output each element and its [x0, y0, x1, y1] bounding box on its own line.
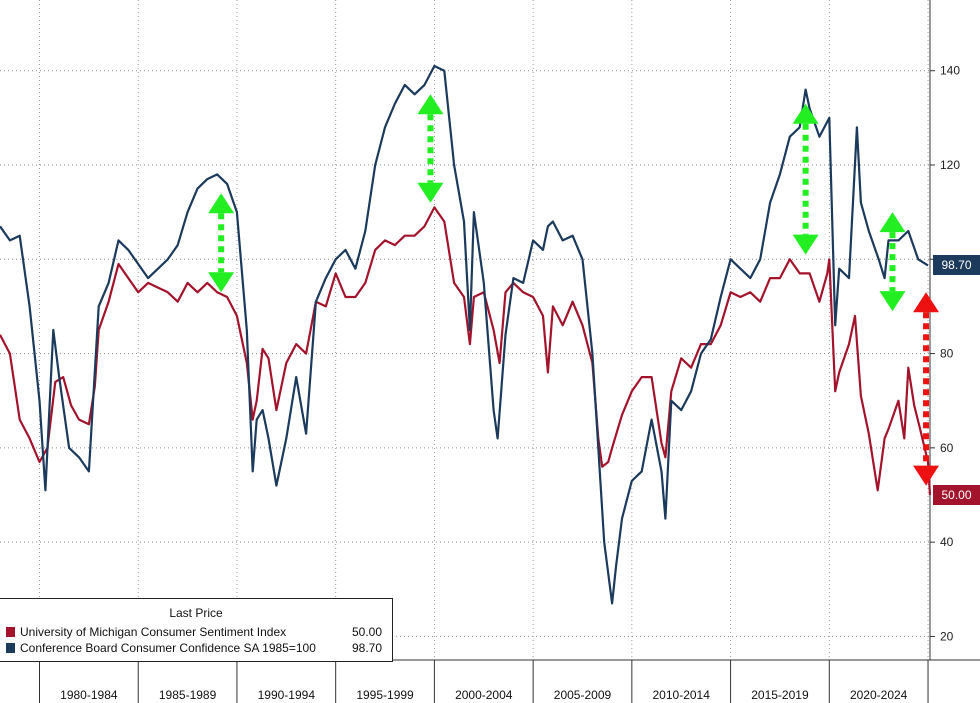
x-tick-label: 1995-1999 — [356, 688, 414, 702]
legend-value-michigan: 50.00 — [351, 625, 382, 639]
arrow-head-up — [879, 212, 906, 233]
double-arrow-annotation — [913, 292, 940, 486]
series-line-michigan — [0, 206, 932, 496]
annotation-layer — [208, 94, 940, 486]
x-tick-label: 2005-2009 — [554, 688, 612, 702]
arrow-head-up — [417, 94, 444, 115]
legend-title: Last Price — [169, 606, 223, 620]
arrow-head-down — [792, 234, 819, 255]
legend-swatch-michigan — [6, 627, 15, 637]
y-tick-label: 80 — [940, 347, 954, 361]
arrow-head-up — [792, 103, 819, 124]
y-tick-label: 60 — [940, 441, 954, 455]
y-tick-label: 20 — [940, 629, 954, 643]
series-line-conference-board — [0, 64, 929, 605]
y-tick-label: 120 — [940, 158, 960, 172]
legend-value-conference-board: 98.70 — [351, 641, 382, 655]
arrow-head-down — [913, 465, 940, 486]
legend-label-michigan: University of Michigan Consumer Sentimen… — [20, 625, 287, 639]
x-tick-label: 2020-2024 — [850, 688, 908, 702]
x-tick-label: 2015-2019 — [751, 688, 809, 702]
double-arrow-annotation — [417, 94, 444, 203]
double-arrow-annotation — [208, 193, 235, 293]
legend-label-conference-board: Conference Board Consumer Confidence SA … — [20, 641, 316, 655]
x-tick-label: 2000-2004 — [455, 688, 513, 702]
y-tick-label: 40 — [940, 535, 954, 549]
legend-entry-michigan: University of Michigan Consumer Sentimen… — [6, 625, 386, 641]
x-tick-label: 1990-1994 — [258, 688, 316, 702]
series-layer — [0, 64, 932, 605]
double-arrow-annotation — [879, 212, 906, 312]
double-arrow-annotation — [792, 103, 819, 255]
arrow-head-up — [913, 292, 940, 313]
x-tick-label: 2010-2014 — [653, 688, 711, 702]
x-tick-label: 1985-1989 — [159, 688, 217, 702]
arrow-head-down — [417, 182, 444, 203]
arrow-head-up — [208, 193, 235, 214]
arrow-head-down — [208, 272, 235, 293]
arrow-head-down — [879, 291, 906, 312]
legend-swatch-conference-board — [6, 643, 15, 653]
legend: Last Price University of Michigan Consum… — [0, 598, 393, 662]
legend-entry-conference-board: Conference Board Consumer Confidence SA … — [6, 641, 386, 657]
grid-layer — [0, 0, 930, 660]
last-price-tag-michigan: 50.00 — [933, 485, 980, 505]
y-tick-label: 140 — [940, 64, 960, 78]
last-price-tag-conference-board: 98.70 — [933, 255, 980, 276]
x-tick-label: 1980-1984 — [60, 688, 118, 702]
